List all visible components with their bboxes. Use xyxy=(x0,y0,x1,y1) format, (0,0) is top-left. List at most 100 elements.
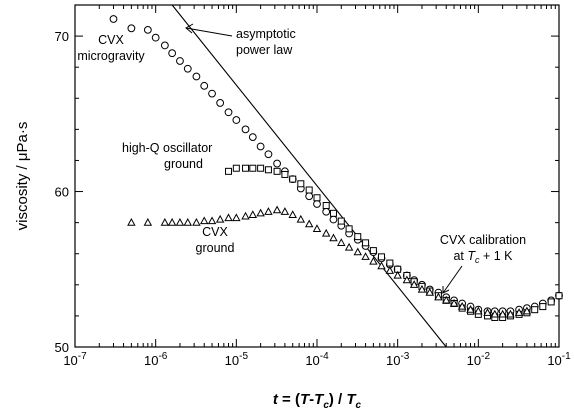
point-triangle xyxy=(377,261,386,270)
point-triangle xyxy=(490,309,500,318)
point-triangle xyxy=(143,217,153,226)
point-triangle xyxy=(474,306,483,315)
point-circle xyxy=(192,72,201,81)
power-law-line xyxy=(171,4,447,348)
annotation-line: CVX calibration xyxy=(440,233,526,247)
point-square xyxy=(264,166,272,174)
point-circle xyxy=(313,200,321,208)
annotation-line: ground xyxy=(164,157,203,171)
y-axis-title: viscosity / μPa·s xyxy=(14,122,31,231)
point-square xyxy=(297,180,305,188)
point-triangle xyxy=(192,217,201,226)
point-circle xyxy=(200,81,209,90)
point-circle xyxy=(208,89,216,98)
point-circle xyxy=(160,41,169,50)
point-triangle xyxy=(353,247,362,256)
point-triangle xyxy=(264,207,273,215)
point-triangle xyxy=(224,213,233,222)
point-triangle xyxy=(232,213,241,222)
point-circle xyxy=(232,116,241,124)
y-tick-label: 70 xyxy=(55,29,69,44)
x-tick-label: 10-3 xyxy=(386,351,410,368)
point-circle xyxy=(256,142,265,151)
point-triangle xyxy=(296,214,306,223)
point-square xyxy=(345,225,353,233)
point-circle xyxy=(273,159,281,168)
point-square xyxy=(337,217,345,225)
annotation-line: at Tc + 1 K xyxy=(453,249,513,265)
point-square xyxy=(305,186,313,194)
point-triangle xyxy=(441,295,451,304)
point-square xyxy=(232,164,240,172)
point-circle xyxy=(168,49,177,58)
point-triangle xyxy=(402,275,412,284)
point-circle xyxy=(305,192,314,201)
point-square xyxy=(273,167,281,175)
x-tick-label: 10-1 xyxy=(547,351,571,368)
point-triangle xyxy=(288,210,297,218)
point-circle xyxy=(329,215,338,224)
point-circle xyxy=(127,24,136,33)
data-series xyxy=(109,15,563,321)
point-triangle xyxy=(337,238,346,246)
point-circle xyxy=(176,57,184,65)
annotation-arrow xyxy=(442,265,463,294)
point-square xyxy=(555,292,563,300)
point-circle xyxy=(224,108,233,117)
annotation-line: power law xyxy=(236,43,293,57)
point-square xyxy=(547,298,555,306)
point-square xyxy=(242,164,250,172)
point-triangle xyxy=(361,252,370,260)
x-axis-title: t = (T-Tc) / Tc xyxy=(273,391,362,411)
point-square xyxy=(289,175,297,183)
y-axis: 50 60 70 xyxy=(55,4,559,355)
x-tick-label: 10-2 xyxy=(467,351,491,368)
point-square xyxy=(225,167,233,175)
annotation-arrowhead xyxy=(185,23,194,34)
annotation-line: CVX xyxy=(98,33,124,47)
point-triangle xyxy=(241,211,250,220)
point-triangle xyxy=(256,208,265,217)
annotation-line: CVX xyxy=(202,225,228,239)
point-triangle xyxy=(199,216,209,225)
annotation-arrow xyxy=(185,27,233,37)
point-triangle xyxy=(344,242,354,251)
point-triangle xyxy=(312,224,322,232)
point-triangle xyxy=(183,217,193,226)
annotation-line: ground xyxy=(196,241,235,255)
point-triangle xyxy=(522,306,532,315)
point-triangle xyxy=(160,217,170,226)
point-square xyxy=(531,306,539,314)
point-triangle xyxy=(409,280,419,288)
point-triangle xyxy=(175,217,185,226)
annotation-cvx-microgravity: CVX microgravity xyxy=(77,33,145,63)
annotation-cvx-ground: CVX ground xyxy=(196,225,235,255)
point-circle xyxy=(248,133,257,142)
annotation-high-q-oscillator: high-Q oscillator ground xyxy=(122,141,212,171)
point-circle xyxy=(183,64,192,73)
point-triangle xyxy=(449,298,459,307)
point-triangle xyxy=(498,309,507,318)
point-triangle xyxy=(483,308,492,316)
point-square xyxy=(329,209,337,217)
point-triangle xyxy=(385,266,395,274)
point-square xyxy=(539,303,547,311)
point-triangle xyxy=(425,287,435,296)
y-tick-label: 50 xyxy=(55,340,69,355)
annotation-line: high-Q oscillator xyxy=(122,141,212,155)
annotation-asymptotic-power-law: asymptotic power law xyxy=(185,23,296,57)
point-triangle xyxy=(466,305,475,313)
point-square xyxy=(313,194,321,202)
point-circle xyxy=(241,125,250,134)
point-triangle xyxy=(393,270,402,279)
point-triangle xyxy=(369,256,378,265)
x-tick-label: 10-6 xyxy=(144,351,168,368)
point-square xyxy=(281,170,289,178)
point-triangle xyxy=(207,216,217,225)
point-square xyxy=(249,164,257,172)
y-tick-label: 60 xyxy=(55,185,69,200)
x-tick-label: 10-7 xyxy=(63,351,87,368)
point-triangle xyxy=(304,219,314,228)
point-triangle xyxy=(167,217,177,226)
